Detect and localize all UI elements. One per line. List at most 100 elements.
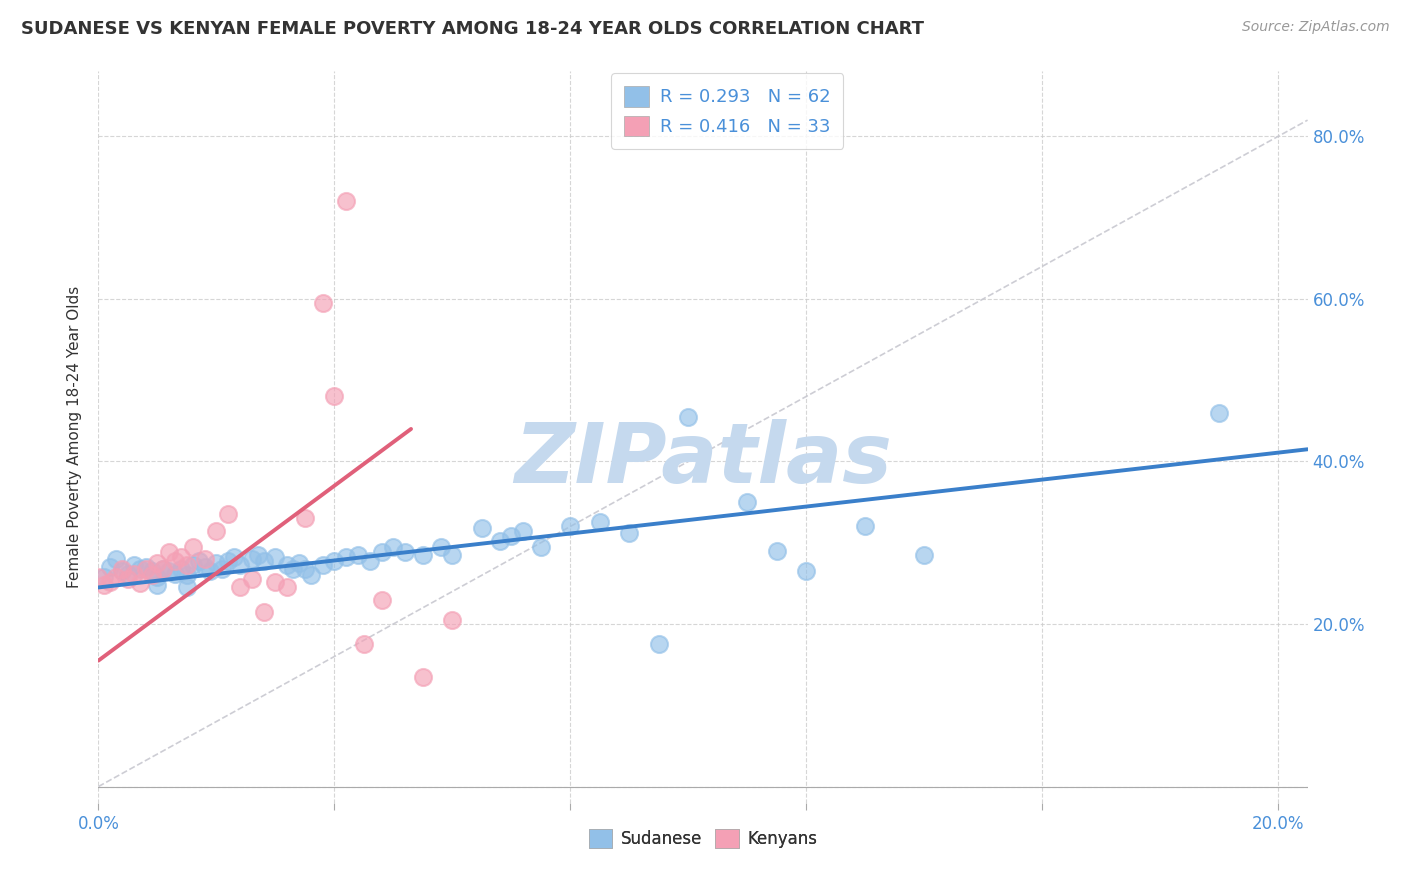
Legend: Sudanese, Kenyans: Sudanese, Kenyans [581,821,825,856]
Point [181,558,204,573]
Point [117,572,139,586]
Point [87,570,110,584]
Point [152,562,174,576]
Point [240,572,263,586]
Point [412,548,434,562]
Y-axis label: Female Poverty Among 18-24 Year Olds: Female Poverty Among 18-24 Year Olds [67,286,83,588]
Point [176,558,198,573]
Point [370,545,392,559]
Point [678,409,700,424]
Point [765,544,787,558]
Point [217,553,239,567]
Point [187,553,209,567]
Point [853,519,876,533]
Point [111,562,134,576]
Point [311,558,333,573]
Point [794,564,817,578]
Point [93,578,115,592]
Point [105,552,128,566]
Point [281,562,304,576]
Point [299,568,322,582]
Point [165,566,187,581]
Point [252,605,274,619]
Point [135,562,157,576]
Point [441,613,464,627]
Point [1208,406,1230,420]
Point [512,524,534,538]
Point [157,545,180,559]
Point [311,296,333,310]
Point [128,562,150,576]
Point [111,564,134,578]
Point [589,516,612,530]
Point [735,495,758,509]
Point [294,511,316,525]
Point [276,581,298,595]
Point [122,566,145,581]
Point [146,570,169,584]
Point [229,558,252,573]
Point [488,534,510,549]
Point [335,550,357,565]
Point [276,558,298,573]
Point [135,560,157,574]
Point [152,562,174,576]
Point [170,562,193,576]
Point [117,566,139,581]
Point [176,568,198,582]
Point [146,556,169,570]
Point [619,526,641,541]
Point [141,568,163,582]
Point [105,570,128,584]
Point [501,529,523,543]
Point [146,578,169,592]
Point [194,552,217,566]
Point [98,574,121,589]
Point [98,560,121,574]
Point [217,508,239,522]
Point [252,553,274,567]
Text: Source: ZipAtlas.com: Source: ZipAtlas.com [1241,20,1389,34]
Point [165,553,187,567]
Point [323,389,346,403]
Point [93,570,115,584]
Point [240,552,263,566]
Point [648,637,671,651]
Point [205,524,228,538]
Point [394,545,416,559]
Text: SUDANESE VS KENYAN FEMALE POVERTY AMONG 18-24 YEAR OLDS CORRELATION CHART: SUDANESE VS KENYAN FEMALE POVERTY AMONG … [21,20,924,37]
Point [288,556,311,570]
Point [246,548,269,562]
Point [347,548,370,562]
Point [205,556,228,570]
Text: ZIPatlas: ZIPatlas [515,418,891,500]
Point [176,581,198,595]
Point [560,519,582,533]
Point [122,558,145,573]
Point [429,540,451,554]
Point [323,553,346,567]
Point [181,540,204,554]
Point [335,194,357,209]
Point [128,576,150,591]
Point [912,548,935,562]
Point [359,553,381,567]
Point [229,581,252,595]
Point [264,550,287,565]
Point [157,564,180,578]
Point [471,521,494,535]
Point [222,550,245,565]
Point [264,574,287,589]
Point [382,540,405,554]
Point [370,592,392,607]
Point [441,548,464,562]
Point [353,637,375,651]
Point [211,562,233,576]
Point [170,550,193,565]
Point [141,564,163,578]
Point [294,562,316,576]
Point [200,564,222,578]
Point [412,670,434,684]
Point [530,540,553,554]
Point [194,560,217,574]
